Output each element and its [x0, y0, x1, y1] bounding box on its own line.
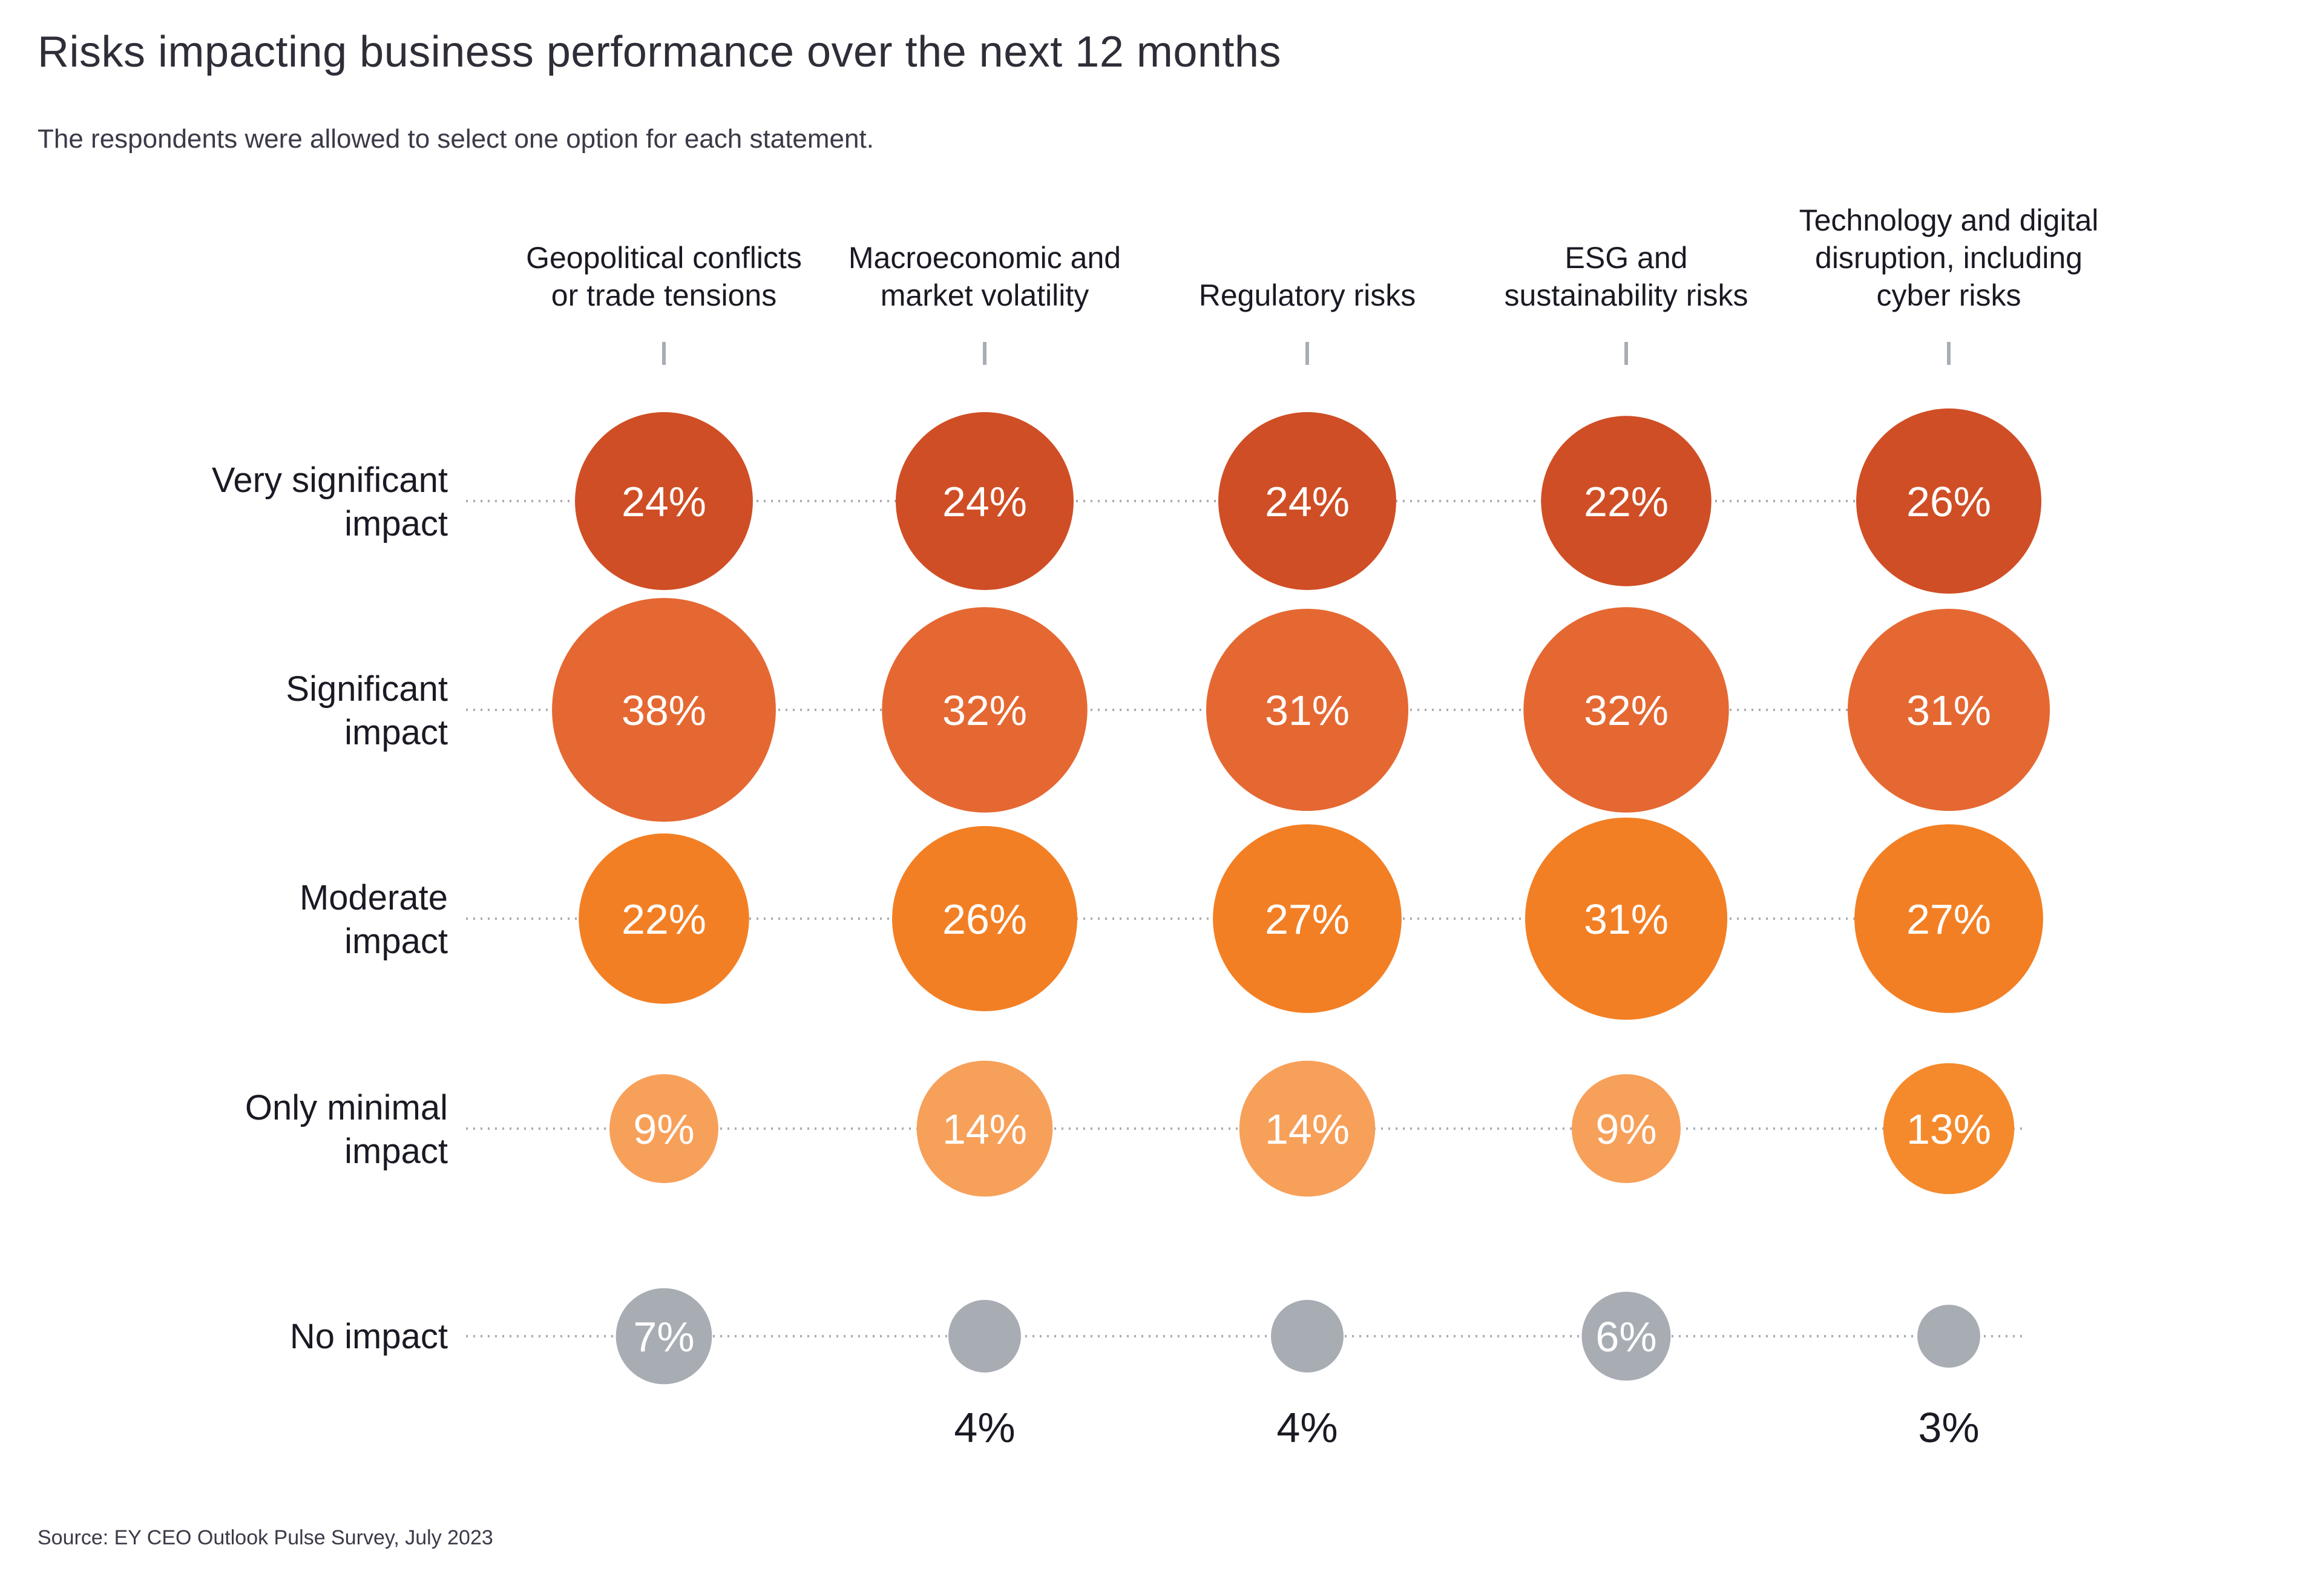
- bubble: [1581, 1291, 1671, 1381]
- data-label: 26%: [942, 896, 1027, 943]
- bubble: [1883, 1063, 2015, 1195]
- bubble: [896, 412, 1074, 590]
- bubble: [1206, 608, 1409, 812]
- row-label: impact: [344, 1132, 448, 1171]
- column-label: Regulatory risks: [1199, 278, 1416, 312]
- bubble: [609, 1074, 718, 1183]
- data-label: 24%: [942, 478, 1027, 525]
- column-label: disruption, including: [1815, 241, 2083, 275]
- bubble: [1541, 416, 1712, 586]
- row-label: impact: [344, 713, 448, 752]
- row-label: Only minimal: [245, 1088, 448, 1127]
- chart-title: Risks impacting business performance ove…: [38, 28, 1281, 76]
- column-label: Technology and digital: [1799, 203, 2099, 237]
- data-label: 7%: [633, 1313, 694, 1360]
- row-label: Significant: [286, 669, 448, 709]
- data-label: 14%: [942, 1106, 1027, 1153]
- bubble: [1523, 607, 1729, 813]
- column-label: Macroeconomic and: [849, 241, 1121, 275]
- data-label: 4%: [954, 1404, 1015, 1451]
- data-label: 9%: [1595, 1106, 1656, 1153]
- column-label: market volatility: [881, 278, 1089, 312]
- data-label: 27%: [1265, 896, 1350, 943]
- bubble: [579, 833, 749, 1004]
- bubble: [1572, 1074, 1681, 1183]
- bubble: [882, 607, 1088, 813]
- column-label: or trade tensions: [551, 278, 776, 312]
- row-label: Moderate: [300, 878, 448, 917]
- column-label: Geopolitical conflicts: [526, 241, 802, 275]
- row-label: Very significant: [212, 461, 448, 500]
- bubble: [1854, 824, 2043, 1013]
- data-label: 9%: [633, 1106, 694, 1153]
- data-label: 38%: [622, 687, 706, 734]
- bubble: [916, 1060, 1053, 1197]
- row-label: impact: [344, 504, 448, 543]
- data-label: 31%: [1584, 896, 1669, 943]
- bubble: [948, 1300, 1021, 1373]
- data-label: 14%: [1265, 1106, 1350, 1153]
- data-label: 4%: [1276, 1404, 1338, 1451]
- bubble: [552, 598, 776, 822]
- data-label: 32%: [1584, 687, 1669, 734]
- row-label: impact: [344, 922, 448, 961]
- bubble: [575, 412, 753, 590]
- bubble: [892, 826, 1077, 1011]
- data-label: 6%: [1595, 1313, 1656, 1360]
- data-label: 24%: [1265, 478, 1350, 525]
- data-label: 31%: [1265, 687, 1350, 734]
- column-label: ESG and: [1565, 241, 1688, 275]
- data-label: 22%: [622, 896, 706, 943]
- row-label: No impact: [290, 1317, 448, 1356]
- bubble: [615, 1288, 712, 1385]
- data-label: 3%: [1918, 1404, 1979, 1451]
- bubble: [1847, 608, 2050, 812]
- bubble: [1917, 1305, 1980, 1368]
- column-label: sustainability risks: [1505, 278, 1748, 312]
- data-label: 31%: [1906, 687, 1991, 734]
- bubble: [1218, 412, 1396, 590]
- data-label: 26%: [1906, 478, 1991, 525]
- data-label: 22%: [1584, 478, 1669, 525]
- bubble: [1213, 824, 1402, 1013]
- source-note: Source: EY CEO Outlook Pulse Survey, Jul…: [38, 1526, 493, 1549]
- bubble: [1525, 817, 1728, 1020]
- bubble: [1239, 1060, 1376, 1197]
- bubble: [1856, 408, 2041, 594]
- data-label: 24%: [622, 478, 706, 525]
- chart-subtitle: The respondents were allowed to select o…: [38, 124, 874, 154]
- data-label: 27%: [1906, 896, 1991, 943]
- column-ticks: [662, 342, 1951, 365]
- row-labels: Very significant impact Significant impact M…: [212, 461, 448, 1356]
- data-label: 13%: [1906, 1106, 1991, 1153]
- gridlines: [466, 500, 2027, 1337]
- data-label: 32%: [942, 687, 1027, 734]
- column-label: cyber risks: [1877, 278, 2021, 312]
- bubbles: 24% 24% 24% 22% 26% 38% 32% 31% 32% 31% 22% 26% 27% 3…: [552, 408, 2050, 1451]
- bubble: [1271, 1300, 1344, 1373]
